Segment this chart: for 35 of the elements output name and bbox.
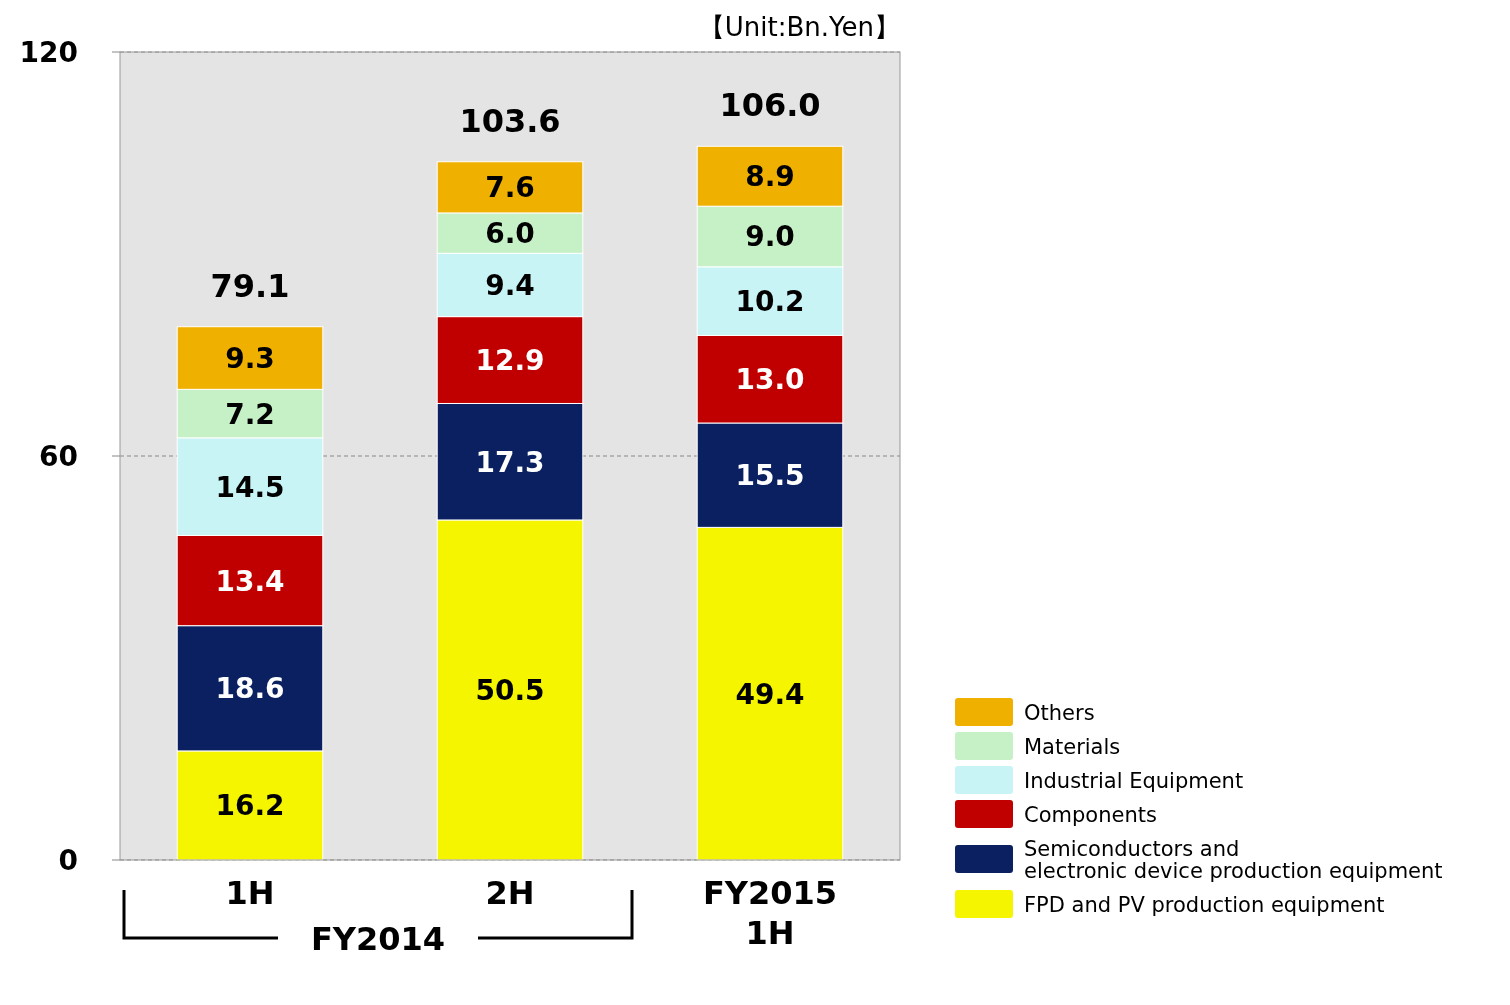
x-tick-label: 2H [485,874,535,912]
x-tick-label: 1H [225,874,275,912]
legend-label: Components [1024,803,1157,827]
data-label: 49.4 [735,677,805,711]
data-label: 50.5 [475,673,545,707]
data-label: 14.5 [215,470,285,504]
data-label: 13.0 [735,363,805,397]
legend-label: Semiconductors and electronic device production equipment [1024,837,1443,883]
total-label: 79.1 [210,266,290,305]
total-label: 106.0 [719,86,821,125]
data-label: 13.4 [215,564,285,598]
legend-label: Materials [1024,735,1121,759]
data-label: 9.0 [745,220,795,254]
text: 【Unit:Bn.Yen】 [698,12,900,42]
y-tick-label: 60 [39,440,78,473]
y-tick-label: 0 [58,844,78,877]
legend-label: FPD and PV production equipment [1024,893,1385,917]
y-tick-label: 120 [19,36,78,69]
data-label: 6.0 [485,217,535,251]
data-label: 12.9 [475,344,545,378]
data-label: 18.6 [215,672,285,706]
total-label: 103.6 [459,101,561,140]
data-label: 9.4 [485,268,535,302]
data-label: 8.9 [745,160,795,194]
data-label: 9.3 [225,342,275,376]
data-label: 17.3 [475,445,545,479]
data-label: 15.5 [735,459,805,493]
text: FY2014 [310,920,446,958]
data-label: 7.2 [225,397,275,431]
legend-label: Others [1024,701,1095,725]
data-label: 7.6 [485,171,535,205]
legend-label: Industrial Equipment [1024,769,1244,793]
data-label: 16.2 [215,789,285,823]
data-label: 10.2 [735,285,805,319]
x-tick-label: FY2015 1H [702,874,838,952]
